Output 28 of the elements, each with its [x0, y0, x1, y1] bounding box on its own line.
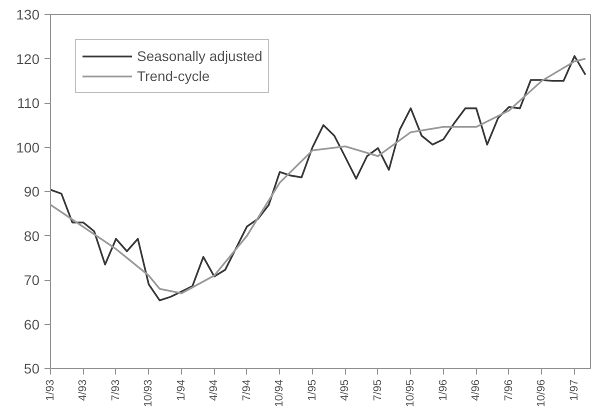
y-tick-label: 90	[24, 184, 40, 200]
y-tick-label: 100	[16, 139, 40, 156]
x-tick-label: 7/93	[110, 379, 122, 401]
y-tick-label: 130	[16, 6, 40, 22]
x-tick-label: 10/93	[142, 379, 155, 408]
x-tick-label: 1/95	[306, 379, 318, 401]
x-tick-label: 4/94	[208, 379, 220, 401]
legend-label: Seasonally adjusted	[137, 48, 262, 64]
x-tick-label: 7/94	[240, 379, 253, 401]
x-tick-label: 4/96	[470, 379, 482, 401]
y-tick-label: 70	[24, 272, 40, 288]
y-tick-label: 60	[24, 316, 40, 332]
y-tick-label: 80	[24, 228, 40, 244]
x-tick-label: 7/95	[372, 379, 384, 401]
x-tick-label: 10/95	[404, 379, 417, 408]
x-tick-label: 10/96	[536, 379, 548, 408]
x-tick-label: 1/96	[437, 379, 450, 401]
x-tick-label: 1/97	[568, 379, 580, 401]
y-tick-label: 120	[16, 50, 40, 67]
x-tick-label: 4/95	[339, 379, 352, 401]
legend-label: Trend-cycle	[137, 68, 210, 84]
x-tick-label: 7/96	[502, 379, 515, 401]
y-tick-label: 110	[17, 95, 40, 111]
x-tick-label: 1/93	[44, 379, 56, 401]
y-tick-label: 50	[24, 360, 40, 376]
x-tick-label: 1/94	[175, 379, 188, 401]
x-tick-label: 4/93	[77, 379, 90, 401]
x-tick-label: 10/94	[274, 379, 286, 408]
